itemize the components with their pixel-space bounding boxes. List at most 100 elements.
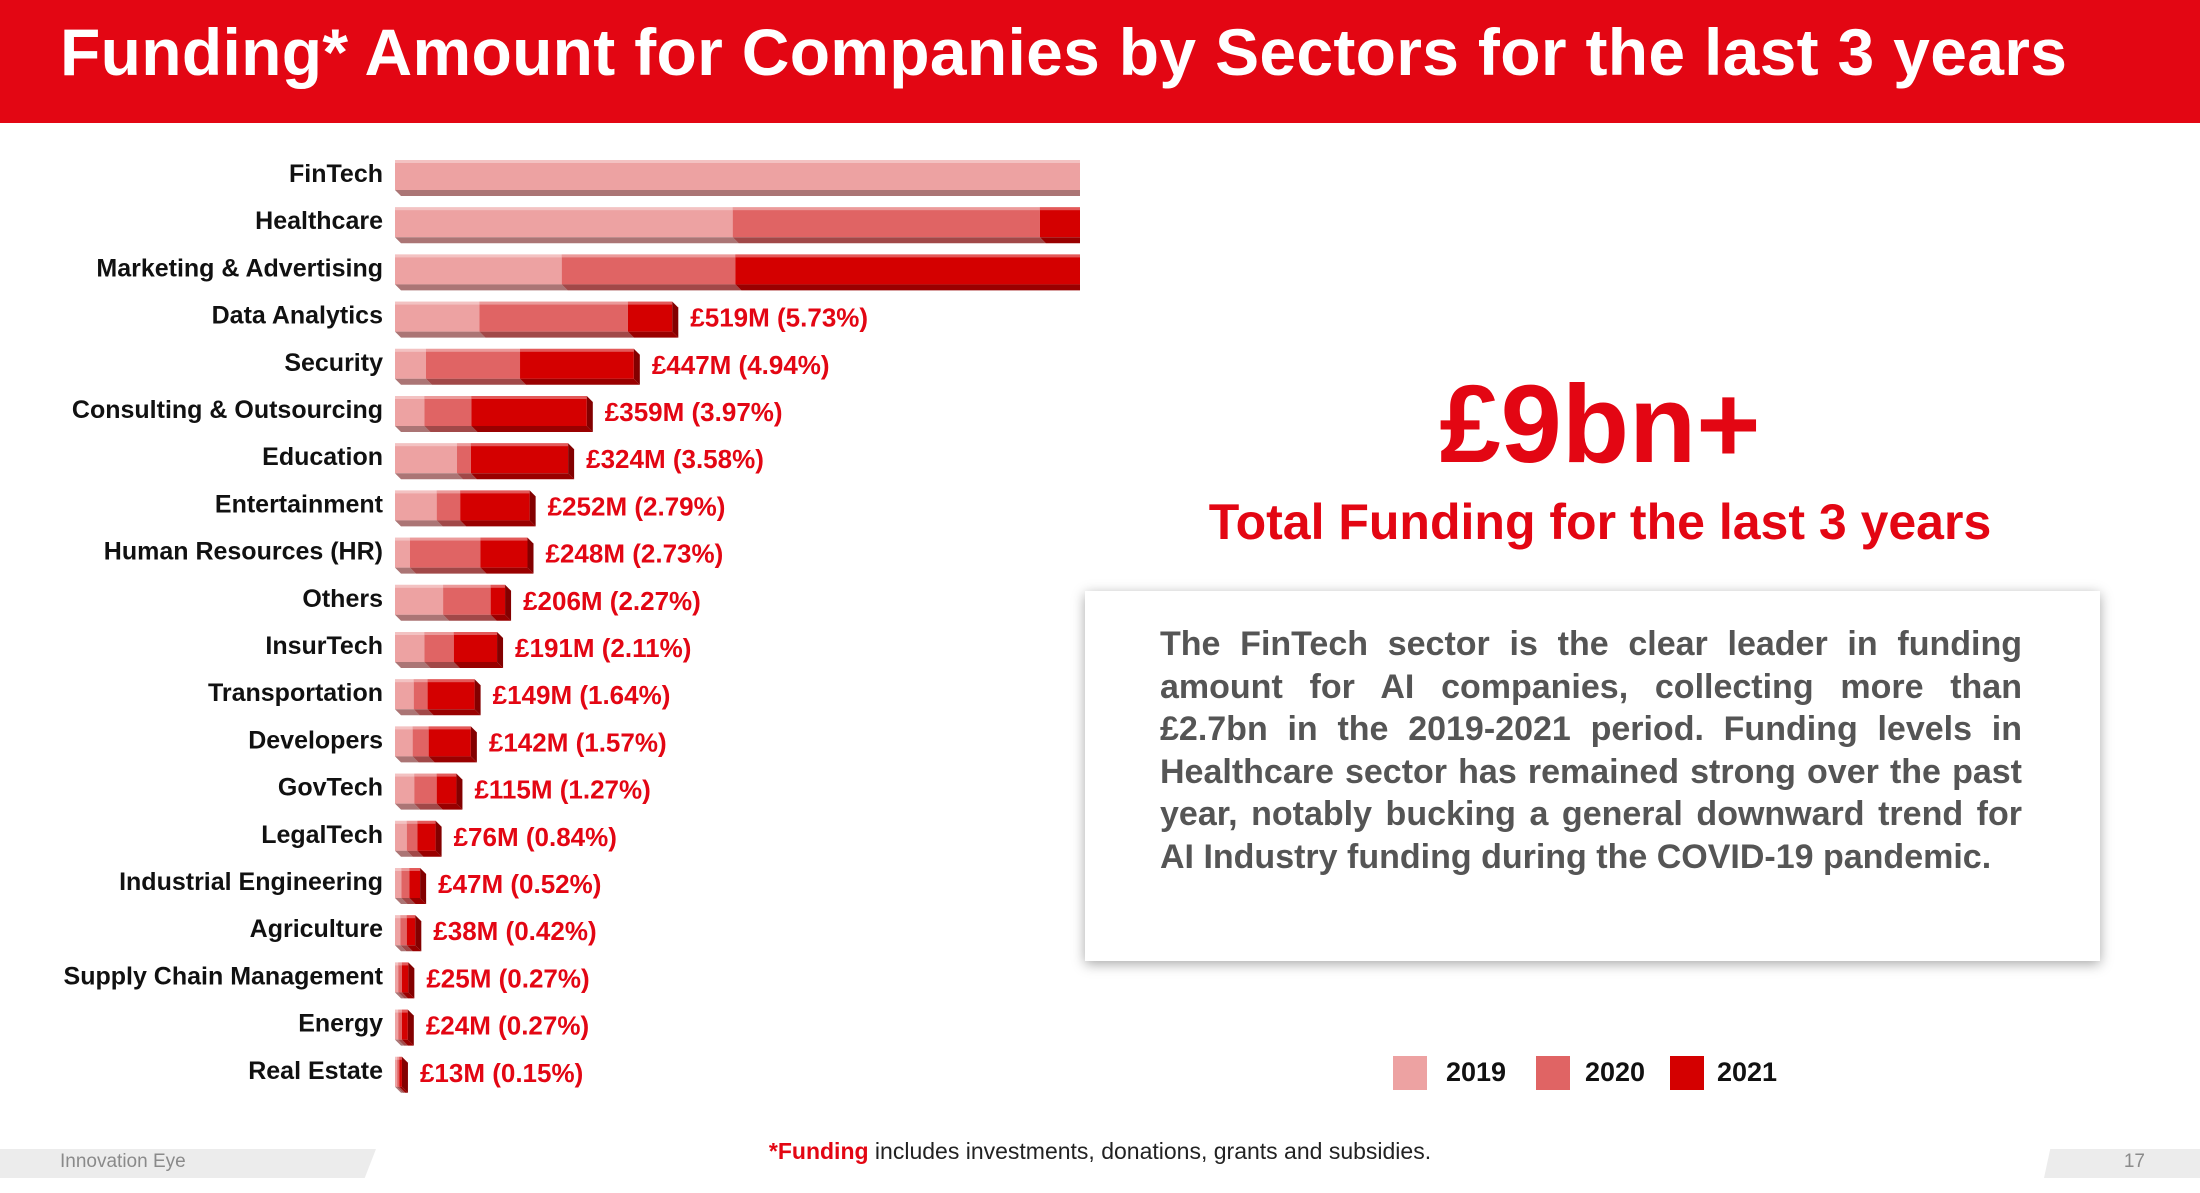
bar-2020-consulting-outsourcing	[424, 396, 472, 426]
bar-shadow-2019-data-analytics	[395, 331, 486, 338]
category-label-energy: Energy	[298, 1010, 383, 1038]
bar-end-developers	[470, 726, 477, 763]
bar-highlight-2020-education	[456, 443, 471, 447]
category-label-data-analytics: Data Analytics	[212, 302, 383, 330]
bar-highlight-2019-supply-chain-management	[395, 962, 399, 966]
bar-shadow-2021-entertainment	[460, 520, 536, 527]
footer-brand: Innovation Eye	[60, 1151, 186, 1172]
bar-2019-industrial-engineering	[395, 868, 402, 898]
bar-highlight-2021-developers	[428, 726, 471, 730]
bar-shadow-2020-insurtech	[424, 662, 460, 668]
bar-shadow-2019-human-resources-hr	[395, 567, 416, 574]
bar-2019-developers	[395, 726, 413, 757]
bar-2019-education	[395, 443, 457, 474]
bar-highlight-2019-marketing-advertising	[395, 254, 562, 258]
category-label-transportation: Transportation	[208, 679, 383, 707]
bar-end-transportation	[474, 679, 481, 716]
bar-2021-transportation	[427, 679, 475, 710]
category-label-insurtech: InsurTech	[265, 632, 383, 660]
bar-highlight-2019-data-analytics	[395, 301, 480, 305]
bar-highlight-2021-consulting-outsourcing	[471, 396, 587, 399]
bar-highlight-2020-supply-chain-management	[398, 962, 402, 966]
bar-end-consulting-outsourcing	[586, 396, 593, 432]
bar-end-industrial-engineering	[420, 868, 427, 904]
bar-shadow-2019-developers	[395, 756, 419, 763]
bar-highlight-2021-agriculture	[406, 915, 416, 919]
data-label-data-analytics: £519M (5.73%)	[690, 303, 868, 333]
data-label-transportation: £149M (1.64%)	[493, 680, 671, 710]
bar-2021-industrial-engineering	[409, 868, 421, 898]
data-label-industrial-engineering: £47M (0.52%)	[438, 869, 601, 899]
total-funding-value: £9bn+	[1439, 363, 1761, 486]
bar-highlight-2020-data-analytics	[479, 301, 628, 305]
bar-highlight-2021-human-resources-hr	[480, 537, 528, 541]
bar-shadow-2020-energy	[398, 1039, 408, 1046]
bar-2019-human-resources-hr	[395, 537, 410, 568]
bar-highlight-2020-human-resources-hr	[409, 537, 481, 541]
bar-2019-energy	[395, 1009, 399, 1040]
bar-shadow-2021-human-resources-hr	[480, 567, 534, 574]
bar-highlight-2020-govtech	[414, 773, 437, 777]
bar-2021-security	[520, 348, 634, 379]
bar-highlight-2020-insurtech	[424, 632, 454, 635]
legend-label-2020: 2020	[1585, 1057, 1646, 1087]
bar-end-education	[568, 443, 575, 480]
bar-shadow-2020-others	[443, 614, 497, 621]
footer-brand-tab: Innovation Eye	[0, 1149, 376, 1178]
bar-shadow-2019-transportation	[395, 709, 420, 716]
bar-shadow-2021-industrial-engineering	[409, 898, 427, 904]
bar-highlight-2021-data-analytics	[627, 301, 673, 305]
bar-highlight-2021-real-estate	[399, 1056, 402, 1060]
bar-highlight-2021-legaltech	[417, 820, 436, 824]
bar-2021-govtech	[436, 773, 457, 804]
bar-2020-education	[456, 443, 471, 474]
data-label-human-resources-hr: £248M (2.73%)	[546, 539, 724, 569]
bar-highlight-2020-legaltech	[406, 820, 418, 824]
bar-shadow-2019-energy	[395, 1039, 405, 1046]
bar-shadow-2021-supply-chain-management	[401, 992, 415, 999]
bar-shadow-2019-others	[395, 614, 450, 621]
bar-shadow-2020-govtech	[414, 803, 443, 810]
bar-2019-supply-chain-management	[395, 962, 399, 993]
bar-highlight-2019-entertainment	[395, 490, 437, 494]
bar-2019-real-estate	[395, 1056, 398, 1087]
category-label-consulting-outsourcing: Consulting & Outsourcing	[72, 396, 383, 424]
bar-shadow-2021-legaltech	[417, 850, 442, 857]
bar-shadow-2021-marketing-advertising	[735, 284, 1080, 291]
chart-legend: 2019 2020 2021	[1393, 1056, 1793, 1090]
bar-highlight-2019-transportation	[395, 679, 414, 683]
bar-shadow-2019-marketing-advertising	[395, 284, 568, 291]
data-label-education: £324M (3.58%)	[586, 444, 764, 474]
category-label-others: Others	[302, 585, 383, 613]
bar-end-others	[505, 584, 512, 621]
bar-shadow-2019-entertainment	[395, 520, 443, 527]
category-label-healthcare: Healthcare	[255, 207, 383, 235]
data-label-supply-chain-management: £25M (0.27%)	[426, 963, 589, 993]
bar-highlight-2019-healthcare	[395, 207, 733, 211]
bar-highlight-2020-real-estate	[397, 1056, 400, 1060]
bar-2020-developers	[412, 726, 429, 757]
bar-highlight-2021-others	[490, 584, 506, 588]
bar-shadow-2020-legaltech	[406, 850, 424, 857]
data-label-security: £447M (4.94%)	[652, 350, 830, 380]
bar-shadow-2021-real-estate	[399, 1086, 408, 1093]
bar-2019-transportation	[395, 679, 414, 710]
bar-highlight-2019-insurtech	[395, 632, 425, 635]
bar-shadow-2021-energy	[401, 1039, 414, 1046]
title-banner: Funding* Amount for Companies by Sectors…	[0, 0, 2200, 123]
bar-2021-consulting-outsourcing	[471, 396, 587, 426]
bar-shadow-2019-healthcare	[395, 237, 739, 244]
bar-highlight-2019-real-estate	[395, 1056, 398, 1060]
page-title: Funding* Amount for Companies by Sectors…	[60, 15, 2068, 89]
bar-2020-healthcare	[732, 207, 1040, 238]
bar-shadow-2021-transportation	[427, 709, 481, 716]
bar-2021-agriculture	[406, 915, 416, 946]
bar-2021-healthcare	[1039, 207, 1080, 238]
bar-shadow-2020-consulting-outsourcing	[424, 426, 478, 432]
bar-shadow-2020-security	[425, 378, 527, 385]
category-label-govtech: GovTech	[278, 774, 383, 802]
bar-highlight-2019-developers	[395, 726, 413, 730]
category-label-security: Security	[284, 349, 383, 377]
bar-highlight-2019-legaltech	[395, 820, 407, 824]
bar-highlight-2020-energy	[398, 1009, 402, 1013]
